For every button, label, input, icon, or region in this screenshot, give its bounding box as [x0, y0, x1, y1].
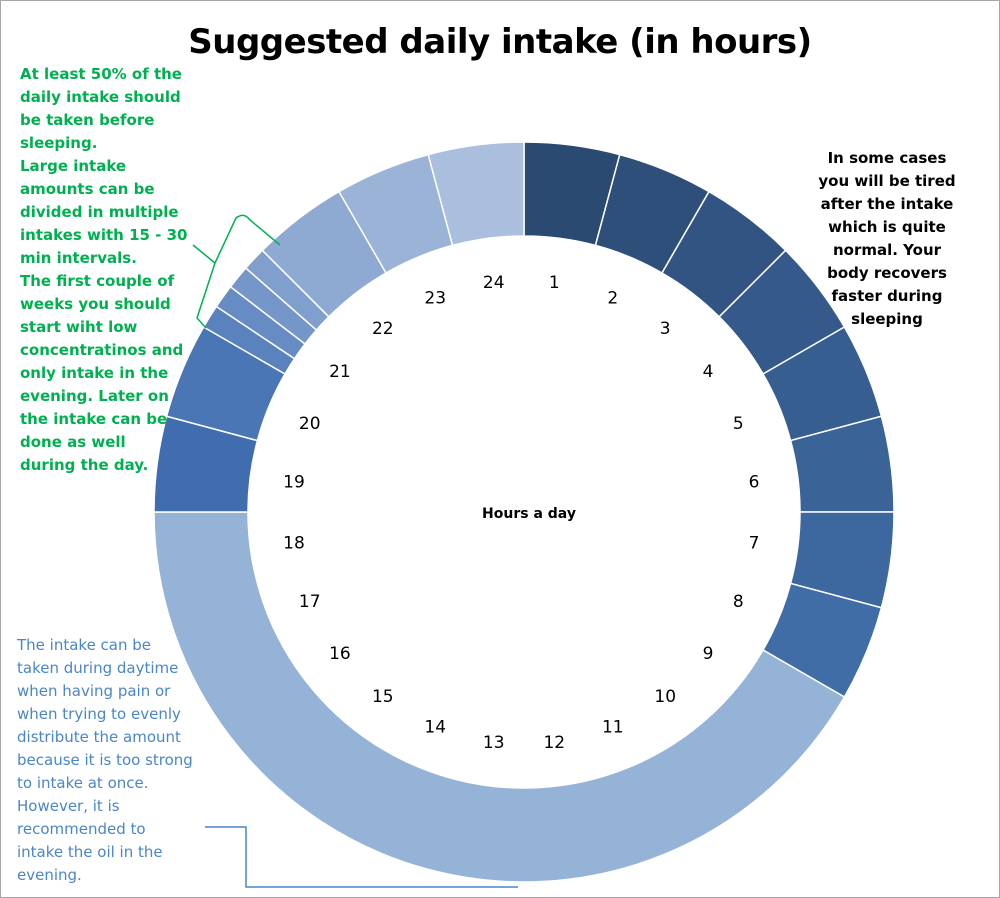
note-left-bottom: The intake can be taken during daytime whe… [17, 634, 207, 887]
note-left-top-line: daily intake should [20, 88, 181, 106]
hour-label-22: 22 [372, 319, 394, 339]
note-left-bottom-line: because it is too strong [17, 751, 193, 769]
note-left-top-line: sleeping. [20, 134, 98, 152]
note-left-top-line: The first couple of [20, 272, 175, 290]
note-right-line: after the intake [820, 195, 954, 213]
callout-lines [192, 214, 518, 888]
hour-label-3: 3 [660, 319, 671, 339]
note-left-top: At least 50% of the daily intake should be… [20, 63, 195, 477]
hour-label-21: 21 [329, 362, 351, 382]
hour-label-10: 10 [654, 687, 676, 707]
note-right-line: normal. Your [832, 241, 942, 259]
callout-line-blue [205, 826, 518, 888]
hour-label-16: 16 [329, 644, 351, 664]
note-left-top-line: amounts can be [20, 180, 155, 198]
slice-18 [427, 141, 525, 247]
hour-label-1: 1 [549, 273, 560, 293]
hour-label-20: 20 [299, 414, 321, 434]
note-right-line: sleeping [851, 310, 923, 328]
note-left-bottom-line: to intake at once. [17, 774, 149, 792]
hour-label-14: 14 [424, 717, 446, 737]
note-left-top-line: concentratinos and [20, 341, 184, 359]
note-left-top-line: weeks you should [20, 295, 171, 313]
note-right-line: you will be tired [818, 172, 956, 190]
hour-label-2: 2 [607, 289, 618, 309]
note-left-top-line: evening. Later on [20, 387, 169, 405]
note-left-top-line: min intervals. [20, 249, 137, 267]
hour-label-15: 15 [372, 687, 394, 707]
hour-label-4: 4 [703, 362, 714, 382]
note-right-line: which is quite [828, 218, 946, 236]
note-left-bottom-line: intake the oil in the [17, 843, 163, 861]
note-left-bottom-line: evening. [17, 866, 82, 884]
note-left-bottom-line: distribute the amount [17, 728, 181, 746]
note-left-top-line: Large intake [20, 157, 127, 175]
hour-label-9: 9 [703, 644, 714, 664]
note-left-bottom-line: The intake can be [17, 636, 152, 654]
note-right: In some cases you will be tired after the … [812, 147, 962, 331]
hour-label-8: 8 [733, 592, 744, 612]
note-right-line: In some cases [827, 149, 947, 167]
hour-label-18: 18 [283, 533, 305, 553]
note-left-top-line: only intake in the [20, 364, 169, 382]
note-left-bottom-line: taken during daytime [17, 659, 179, 677]
note-left-top-line: divided in multiple [20, 203, 179, 221]
chart-title: Suggested daily intake (in hours) [188, 22, 812, 62]
note-left-bottom-line: However, it is [17, 797, 120, 815]
hour-label-6: 6 [749, 473, 760, 493]
note-left-bottom-line: when having pain or [17, 682, 171, 700]
note-left-top-line: At least 50% of the [20, 65, 182, 83]
hour-label-5: 5 [733, 414, 744, 434]
note-left-bottom-line: recommended to [17, 820, 146, 838]
note-left-top-line: during the day. [20, 456, 149, 474]
hour-label-12: 12 [543, 733, 565, 753]
hour-label-19: 19 [283, 473, 305, 493]
note-left-top-line: intakes with 15 - 30 [20, 226, 188, 244]
note-right-line: body recovers [827, 264, 947, 282]
hour-label-23: 23 [424, 289, 446, 309]
hour-label-11: 11 [602, 717, 624, 737]
note-left-top-line: start wiht low [20, 318, 138, 336]
note-left-top-line: done as well [20, 433, 126, 451]
center-label: Hours a day [482, 506, 576, 522]
note-left-top-line: the intake can be [20, 410, 168, 428]
note-left-bottom-line: when trying to evenly [17, 705, 181, 723]
note-left-top-line: be taken before [20, 111, 155, 129]
doughnut-slices [153, 141, 895, 883]
hour-label-7: 7 [749, 533, 760, 553]
slice-9 [153, 511, 846, 883]
callout-bracket-green [192, 214, 281, 329]
note-right-line: faster during [831, 287, 943, 305]
hour-label-13: 13 [483, 733, 505, 753]
hour-label-17: 17 [299, 592, 321, 612]
hour-label-24: 24 [483, 273, 505, 293]
